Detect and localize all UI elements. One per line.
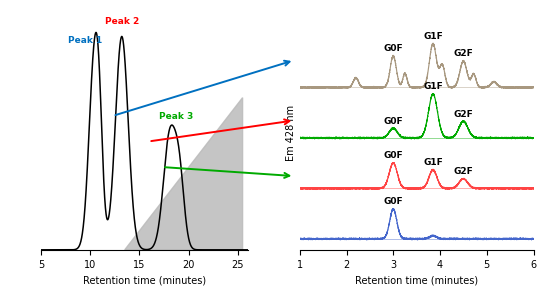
Text: Peak 3: Peak 3 <box>159 112 193 121</box>
Text: G1F: G1F <box>423 82 443 92</box>
Text: G2F: G2F <box>454 110 473 119</box>
X-axis label: Retention time (minutes): Retention time (minutes) <box>355 275 478 285</box>
Text: G0F: G0F <box>383 197 403 206</box>
Text: G0F: G0F <box>383 117 403 126</box>
Text: G0F: G0F <box>383 151 403 160</box>
Text: G1F: G1F <box>423 32 443 41</box>
Y-axis label: Em 428 nm: Em 428 nm <box>285 104 295 160</box>
Text: Peak 2: Peak 2 <box>104 17 139 26</box>
Polygon shape <box>125 98 243 250</box>
Text: Peak 1: Peak 1 <box>68 36 102 45</box>
X-axis label: Retention time (minutes): Retention time (minutes) <box>83 275 206 285</box>
Text: G1F: G1F <box>423 158 443 167</box>
Text: G2F: G2F <box>454 49 473 58</box>
Text: G2F: G2F <box>454 167 473 176</box>
Text: G0F: G0F <box>383 44 403 53</box>
